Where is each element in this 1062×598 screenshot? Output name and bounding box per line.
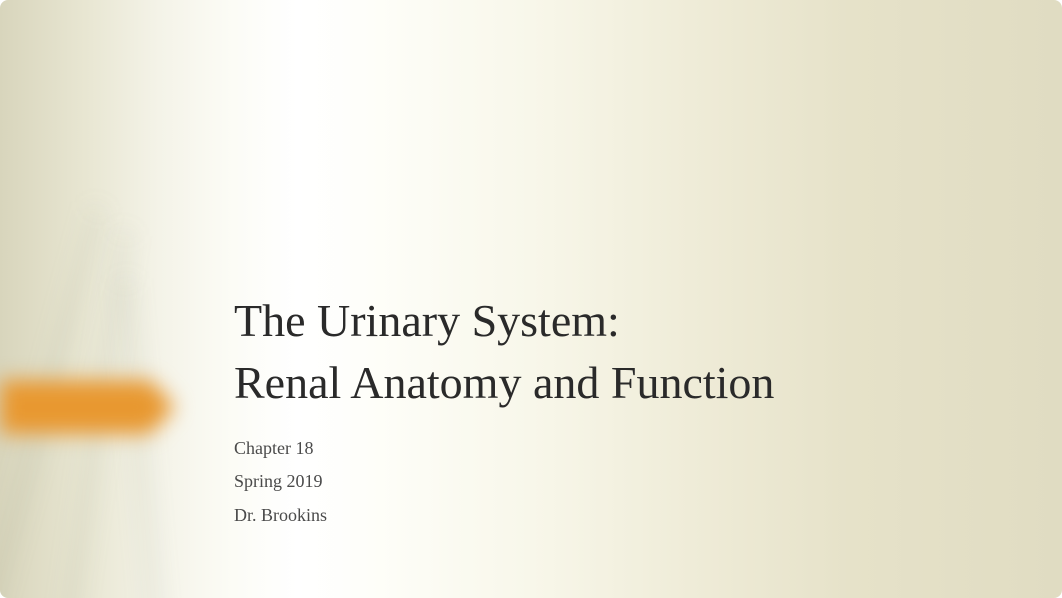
slide-title: The Urinary System: Renal Anatomy and Fu… (234, 290, 774, 414)
decorative-line (123, 280, 164, 598)
decorative-line (0, 208, 101, 598)
decorative-line (59, 232, 128, 598)
term-label: Spring 2019 (234, 465, 774, 498)
presentation-slide: The Urinary System: Renal Anatomy and Fu… (0, 0, 1062, 598)
title-line-1: The Urinary System: (234, 295, 620, 346)
instructor-label: Dr. Brookins (234, 499, 774, 532)
title-line-2: Renal Anatomy and Function (234, 357, 774, 408)
accent-marker (0, 380, 150, 434)
chapter-label: Chapter 18 (234, 432, 774, 465)
slide-content: The Urinary System: Renal Anatomy and Fu… (234, 290, 774, 532)
